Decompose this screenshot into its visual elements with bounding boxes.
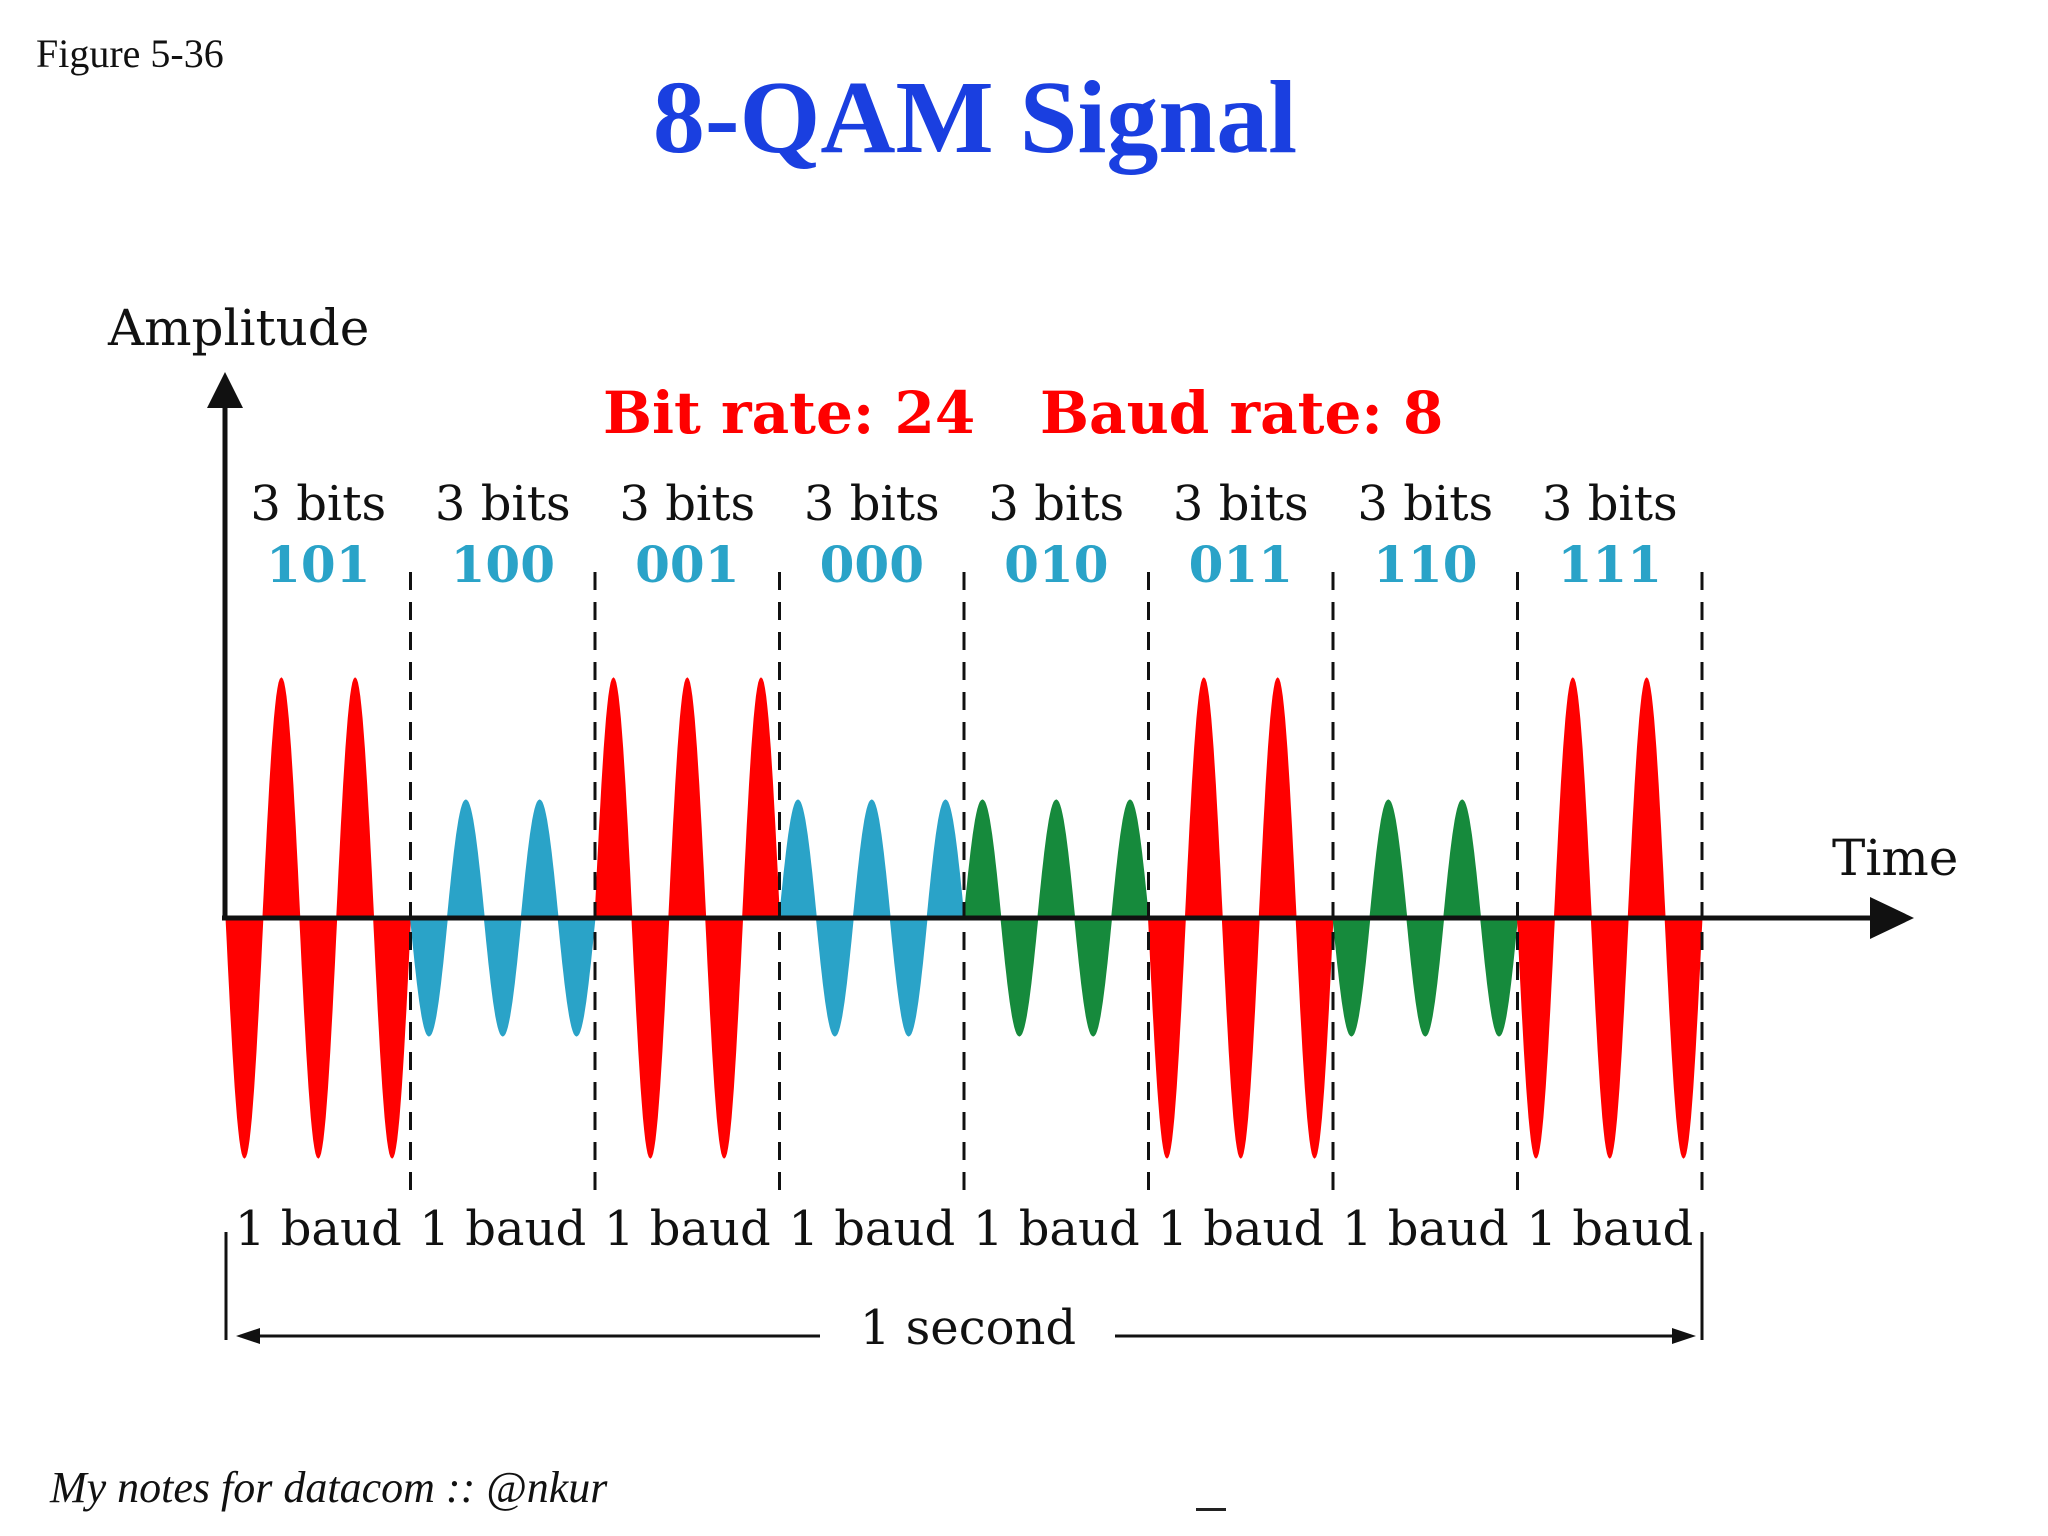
page-title: 8-QAM Signal <box>652 60 1298 175</box>
footer-dash <box>1196 1508 1226 1511</box>
x-axis-label: Time <box>1832 829 1958 887</box>
bits-label: 3 bits <box>619 476 755 532</box>
baud-label: 1 baud <box>788 1201 955 1257</box>
bit-code-label: 010 <box>1004 535 1108 594</box>
bits-label: 3 bits <box>1173 476 1309 532</box>
span-arrow-left-head <box>236 1328 260 1344</box>
bit-code-label: 101 <box>266 535 370 594</box>
baud-boundaries <box>409 572 1704 1192</box>
figure-label: Figure 5-36 <box>36 31 224 76</box>
bit-code-label: 000 <box>820 535 924 594</box>
x-axis-arrowhead <box>1870 897 1914 939</box>
bit-code-label: 011 <box>1189 535 1293 594</box>
baud-label: 1 baud <box>1157 1201 1324 1257</box>
bits-label: 3 bits <box>435 476 571 532</box>
baud-label: 1 baud <box>1342 1201 1509 1257</box>
span-arrow-right-head <box>1672 1328 1696 1344</box>
bit-code-label: 001 <box>635 535 739 594</box>
bits-label: 3 bits <box>250 476 386 532</box>
baud-label: 1 baud <box>1526 1201 1693 1257</box>
bits-label: 3 bits <box>1357 476 1493 532</box>
baud-rate-label: Baud rate: 8 <box>1040 379 1443 447</box>
baud-label: 1 baud <box>973 1201 1140 1257</box>
bits-label: 3 bits <box>1542 476 1678 532</box>
bit-code-label: 111 <box>1558 535 1662 594</box>
baud-label: 1 baud <box>235 1201 402 1257</box>
baud-label: 1 baud <box>604 1201 771 1257</box>
footer-note: My notes for datacom :: @nkur <box>50 1463 608 1512</box>
baud-label: 1 baud <box>419 1201 586 1257</box>
bit-rate-label: Bit rate: 24 <box>603 379 975 447</box>
bits-label: 3 bits <box>804 476 940 532</box>
bits-label: 3 bits <box>988 476 1124 532</box>
y-axis-arrowhead <box>207 372 243 408</box>
bit-code-label: 100 <box>451 535 555 594</box>
y-axis-label: Amplitude <box>107 299 369 357</box>
bit-code-label: 110 <box>1373 535 1477 594</box>
duration-label: 1 second <box>860 1300 1076 1356</box>
